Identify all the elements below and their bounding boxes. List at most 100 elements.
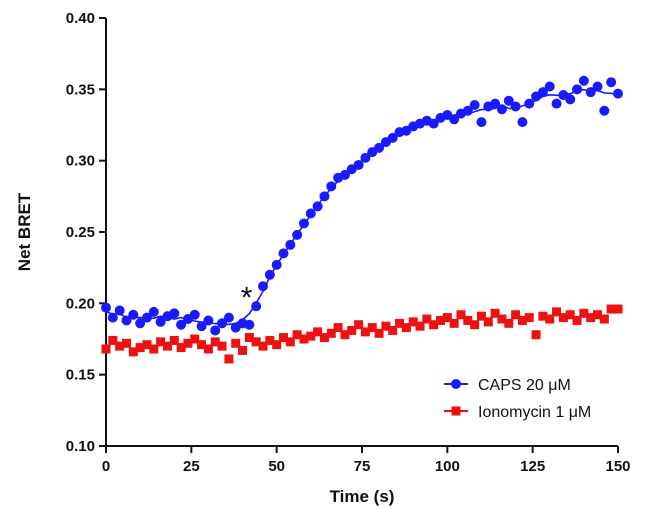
data-point-ionomycin	[401, 323, 411, 333]
data-point-caps	[496, 104, 507, 115]
data-point-caps	[585, 87, 596, 98]
data-point-ionomycin	[511, 310, 521, 320]
data-point-caps	[107, 312, 118, 323]
x-tick-label: 0	[102, 458, 110, 475]
data-point-ionomycin	[429, 320, 439, 330]
data-point-ionomycin	[190, 334, 200, 344]
data-point-caps	[101, 302, 111, 313]
data-point-caps	[169, 308, 180, 319]
data-point-caps	[217, 318, 228, 329]
data-point-ionomycin	[299, 334, 309, 344]
data-point-ionomycin	[565, 310, 575, 320]
data-point-ionomycin	[169, 335, 179, 345]
data-point-ionomycin	[545, 314, 555, 324]
legend-ionomycin-marker	[451, 406, 461, 416]
x-tick-label: 150	[605, 458, 630, 475]
data-point-ionomycin	[142, 340, 152, 350]
data-point-caps	[264, 269, 275, 280]
data-point-caps	[128, 309, 139, 320]
data-point-caps	[121, 315, 132, 326]
data-point-ionomycin	[593, 310, 603, 320]
data-point-caps	[490, 98, 501, 109]
data-point-caps	[305, 208, 316, 219]
data-point-ionomycin	[319, 333, 329, 343]
data-point-caps	[114, 305, 125, 316]
data-point-ionomycin	[108, 335, 118, 345]
y-tick-label: 0.35	[66, 81, 95, 98]
data-point-caps	[271, 259, 282, 270]
data-point-ionomycin	[265, 335, 275, 345]
data-point-caps	[176, 319, 187, 330]
data-point-caps	[599, 105, 610, 116]
data-point-caps	[374, 142, 385, 153]
data-point-caps	[469, 100, 480, 111]
y-tick-label: 0.25	[66, 224, 95, 241]
x-axis-title: Time (s)	[330, 487, 395, 506]
data-point-ionomycin	[538, 311, 548, 321]
x-tick-label: 100	[435, 458, 460, 475]
data-point-ionomycin	[162, 341, 172, 351]
data-point-caps	[476, 117, 487, 128]
data-point-caps	[189, 309, 200, 320]
data-point-ionomycin	[197, 340, 207, 350]
x-tick-label: 75	[354, 458, 371, 475]
data-point-ionomycin	[552, 307, 562, 317]
data-point-ionomycin	[210, 337, 220, 347]
data-point-ionomycin	[326, 328, 336, 338]
data-point-caps	[148, 306, 159, 317]
data-point-caps	[141, 312, 152, 323]
data-point-ionomycin	[149, 344, 159, 354]
x-axis-ticks: 0 25 50 75 100 125 150	[102, 446, 631, 475]
data-point-caps	[285, 239, 296, 250]
data-point-ionomycin	[517, 315, 527, 325]
data-point-ionomycin	[354, 320, 364, 330]
data-point-ionomycin	[333, 323, 343, 333]
data-point-caps	[312, 201, 323, 212]
data-point-ionomycin	[347, 325, 357, 335]
data-point-ionomycin	[176, 343, 186, 353]
data-point-ionomycin	[224, 354, 234, 364]
data-point-caps	[449, 114, 460, 125]
legend-caps-label: CAPS 20 μM	[478, 377, 571, 394]
data-point-ionomycin	[313, 327, 323, 337]
data-point-ionomycin	[442, 313, 452, 323]
data-point-ionomycin	[572, 315, 582, 325]
data-point-ionomycin	[606, 304, 616, 314]
data-point-ionomycin	[121, 338, 131, 348]
data-point-ionomycin	[504, 318, 514, 328]
data-point-ionomycin	[470, 320, 480, 330]
data-point-caps	[258, 281, 269, 292]
data-point-caps	[278, 248, 289, 259]
legend: CAPS 20 μM Ionomycin 1 μM	[444, 377, 591, 421]
data-point-ionomycin	[238, 345, 248, 355]
data-point-ionomycin	[599, 314, 609, 324]
data-point-ionomycin	[156, 337, 166, 347]
data-point-caps	[462, 105, 473, 116]
data-point-ionomycin	[497, 314, 507, 324]
data-point-ionomycin	[360, 327, 370, 337]
data-point-caps	[360, 152, 371, 163]
data-point-ionomycin	[558, 313, 568, 323]
y-tick-label: 0.10	[66, 438, 95, 455]
data-point-caps	[339, 169, 350, 180]
y-tick-label: 0.15	[66, 367, 95, 384]
data-point-caps	[196, 321, 207, 332]
data-point-caps	[578, 75, 589, 86]
legend-caps-marker	[451, 379, 461, 389]
data-point-caps	[524, 98, 535, 109]
data-point-ionomycin	[381, 321, 391, 331]
data-point-caps	[592, 81, 603, 92]
data-point-caps	[298, 218, 309, 229]
data-point-caps	[319, 191, 330, 202]
data-point-caps	[210, 325, 221, 336]
x-tick-label: 25	[183, 458, 200, 475]
data-point-caps	[544, 81, 555, 92]
data-point-caps	[551, 98, 562, 109]
data-point-ionomycin	[101, 344, 111, 354]
data-point-ionomycin	[115, 341, 125, 351]
data-point-ionomycin	[388, 325, 398, 335]
data-point-caps	[572, 84, 583, 95]
y-tick-label: 0.20	[66, 295, 95, 312]
data-point-ionomycin	[463, 315, 473, 325]
